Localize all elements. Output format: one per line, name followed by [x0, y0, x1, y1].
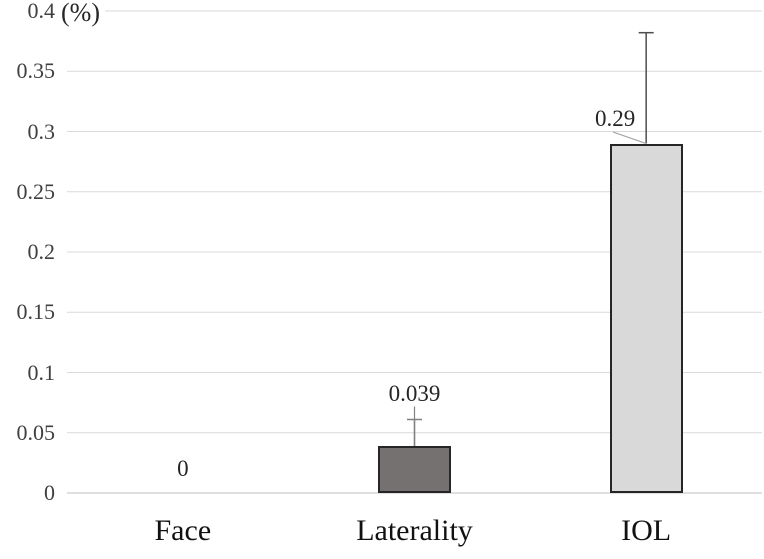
data-label-iol: 0.29	[595, 105, 636, 131]
y-tick-label: 0.2	[27, 239, 56, 264]
bar-laterality	[378, 446, 451, 493]
data-label-laterality: 0.039	[388, 381, 441, 407]
category-label-laterality: Laterality	[356, 514, 473, 547]
label-leader-line	[612, 131, 647, 145]
bar-iol	[609, 143, 683, 493]
category-label-face: Face	[154, 514, 212, 547]
y-tick-label: 0.3	[27, 118, 56, 144]
category-label-iol: IOL	[621, 514, 672, 547]
y-tick-label: 0.15	[16, 299, 56, 325]
y-tick-label: 0.1	[27, 359, 56, 385]
y-tick-label: 0	[44, 480, 55, 505]
y-axis-unit-label: (%)	[56, 0, 105, 28]
y-tick-label: 0.05	[16, 419, 56, 445]
data-label-face: 0	[177, 456, 189, 481]
y-tick-label: 0.25	[16, 178, 56, 204]
y-tick-label: 0.35	[16, 58, 56, 84]
y-tick-label: 0.4	[27, 0, 56, 23]
